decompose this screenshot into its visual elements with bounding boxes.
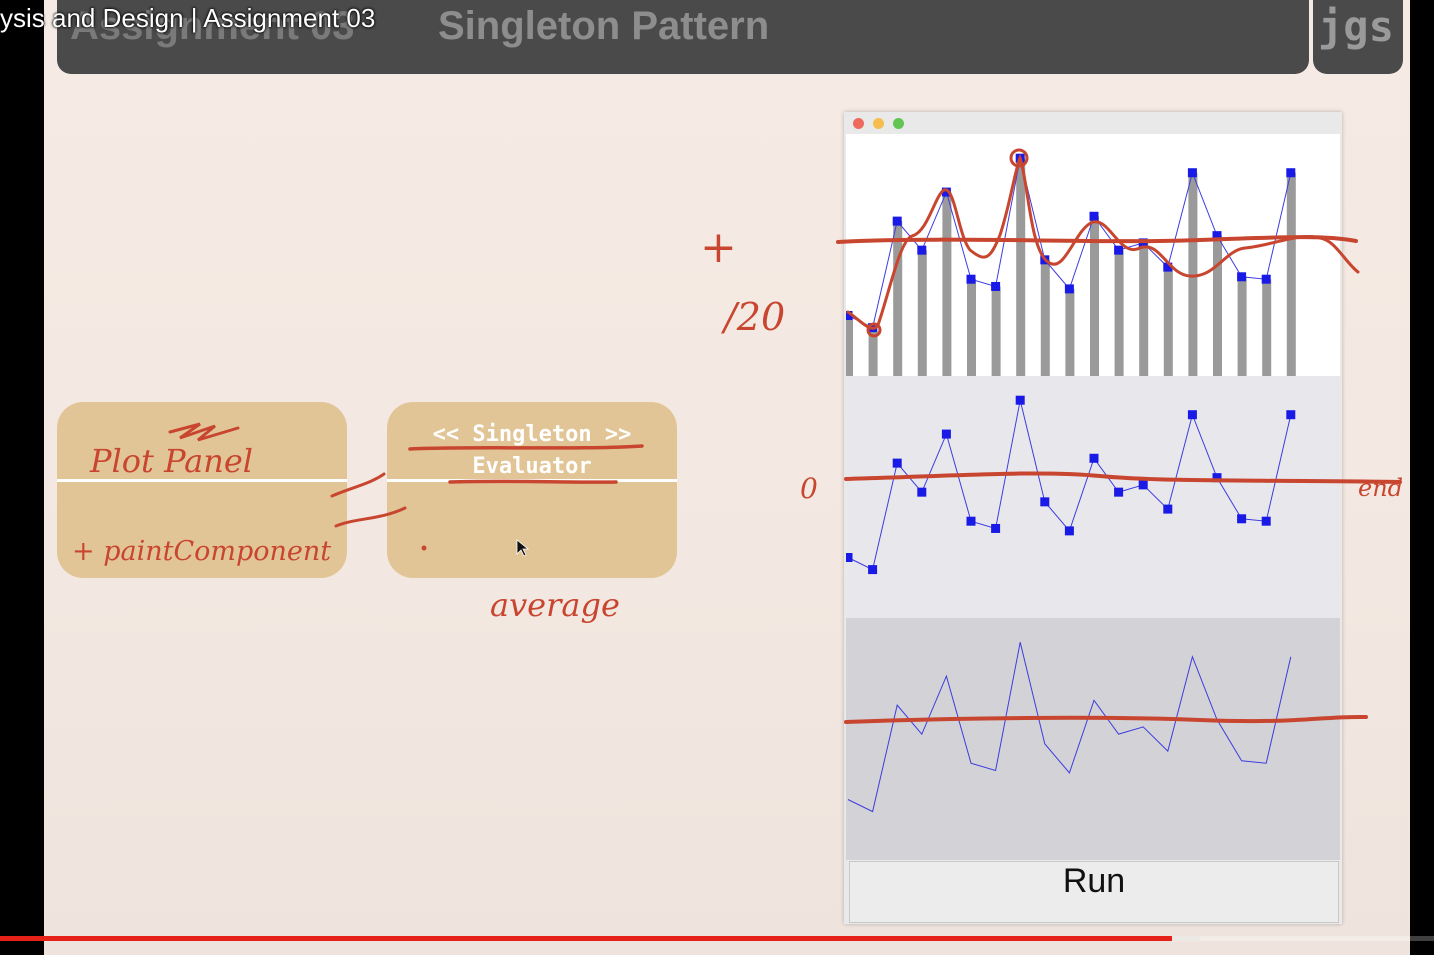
minimize-window-button[interactable] bbox=[873, 118, 884, 129]
data-point bbox=[966, 516, 976, 526]
bar bbox=[991, 286, 1001, 376]
data-point bbox=[1064, 526, 1074, 536]
circle-min bbox=[866, 322, 882, 338]
ink-end-note: end bbox=[1358, 474, 1403, 502]
ink-paint-component: + paintComponent bbox=[72, 536, 331, 567]
data-point bbox=[991, 281, 1001, 291]
data-point bbox=[892, 458, 902, 468]
data-point bbox=[1212, 231, 1222, 241]
underline-evaluator bbox=[448, 479, 618, 484]
data-point bbox=[1089, 453, 1099, 463]
data-point bbox=[941, 429, 951, 439]
data-point bbox=[1015, 395, 1025, 405]
plot-panel-scatter bbox=[846, 376, 1340, 618]
plot-panel-line bbox=[846, 618, 1340, 860]
scribble bbox=[168, 422, 240, 442]
data-point bbox=[846, 553, 853, 562]
data-point bbox=[1114, 487, 1124, 497]
data-point bbox=[1064, 284, 1074, 294]
uml-class-name: Evaluator bbox=[472, 454, 592, 479]
panel-bg bbox=[846, 376, 1340, 618]
bar bbox=[917, 250, 927, 376]
data-point bbox=[892, 216, 902, 226]
data-point bbox=[1237, 514, 1247, 524]
data-point bbox=[991, 523, 1001, 533]
bar bbox=[1016, 158, 1026, 376]
average-line-bottom bbox=[844, 714, 1368, 724]
bar bbox=[1065, 288, 1075, 376]
data-point bbox=[846, 311, 853, 320]
ink-dot bbox=[421, 545, 427, 551]
ink-average: average bbox=[490, 586, 620, 624]
slide-title: Singleton Pattern bbox=[438, 4, 770, 48]
data-point bbox=[966, 274, 976, 284]
data-point bbox=[1040, 497, 1050, 507]
bar bbox=[893, 221, 903, 376]
bar bbox=[942, 192, 952, 376]
slide-title-bar bbox=[57, 0, 1309, 74]
uml-stereotype: << Singleton >> bbox=[432, 422, 632, 447]
bar bbox=[1139, 242, 1149, 376]
slide-title-covered: Assignment 03 bbox=[70, 4, 355, 48]
bar bbox=[1262, 279, 1272, 376]
data-point bbox=[1163, 504, 1173, 514]
data-point bbox=[1286, 410, 1296, 420]
bar bbox=[1163, 267, 1173, 376]
ink-divide: /20 bbox=[720, 295, 785, 339]
uml-divider bbox=[57, 479, 347, 482]
bar bbox=[1213, 235, 1222, 376]
bar bbox=[1114, 250, 1124, 376]
data-point bbox=[1163, 262, 1173, 272]
data-point bbox=[1089, 211, 1099, 221]
data-point bbox=[941, 187, 951, 197]
data-point bbox=[1138, 480, 1148, 490]
data-point bbox=[917, 487, 927, 497]
plot-panel-bars bbox=[846, 134, 1340, 376]
data-point bbox=[1187, 410, 1197, 420]
fitted-curve-top bbox=[846, 153, 1360, 330]
logo-box bbox=[1313, 0, 1403, 74]
data-point bbox=[917, 245, 927, 255]
run-button[interactable]: Run bbox=[849, 861, 1339, 923]
bar bbox=[1237, 276, 1247, 376]
bar bbox=[967, 279, 976, 376]
data-point bbox=[1286, 168, 1296, 178]
video-progress-played[interactable] bbox=[0, 936, 1172, 941]
bar bbox=[846, 315, 853, 376]
close-window-button[interactable] bbox=[853, 118, 864, 129]
video-title: ysis and Design | Assignment 03 bbox=[0, 3, 376, 33]
underline-stereotype bbox=[408, 444, 644, 451]
ink-plot-panel: Plot Panel bbox=[89, 442, 253, 480]
mouse-cursor-icon bbox=[516, 539, 530, 557]
jgs-logo: jgs bbox=[1318, 2, 1394, 51]
bar bbox=[868, 327, 878, 376]
ink-plus: + bbox=[700, 222, 737, 273]
data-point bbox=[868, 565, 878, 575]
bar bbox=[1286, 172, 1296, 376]
data-point bbox=[1261, 274, 1271, 284]
bar bbox=[1040, 259, 1050, 376]
connector-stroke bbox=[330, 472, 407, 528]
data-point bbox=[1212, 473, 1222, 483]
ink-zero: 0 bbox=[800, 472, 818, 505]
data-point bbox=[1261, 516, 1271, 526]
data-point bbox=[1237, 272, 1247, 282]
data-point bbox=[1187, 168, 1197, 178]
circle-peak bbox=[1009, 148, 1029, 168]
panel-bg bbox=[846, 618, 1340, 860]
data-point bbox=[1114, 245, 1124, 255]
maximize-window-button[interactable] bbox=[893, 118, 904, 129]
average-line-middle bbox=[844, 471, 1402, 484]
bar bbox=[1188, 172, 1198, 376]
bar bbox=[1090, 216, 1099, 376]
